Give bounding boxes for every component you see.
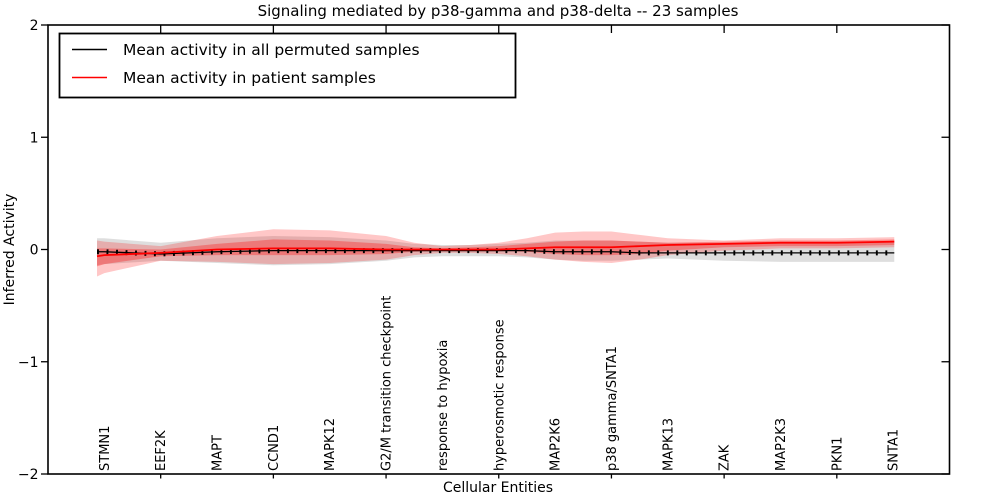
category-label: ZAK [718,444,733,471]
category-label: MAP2K3 [774,418,789,471]
x-axis-label: Cellular Entities [443,480,553,496]
legend-label-patient: Mean activity in patient samples [123,69,376,87]
category-label: EEF2K [154,430,169,471]
y-tick-label: −1 [18,355,39,371]
y-axis-label: Inferred Activity [2,194,18,306]
category-label: SNTA1 [887,429,902,471]
category-label: hyperosmotic response [492,319,507,471]
y-tick-label: 2 [30,18,39,34]
category-label: MAPK13 [661,418,676,471]
series-lines [96,240,895,258]
y-tick-label: 0 [30,243,39,259]
y-tick-label: −2 [18,467,39,483]
chart-title: Signaling mediated by p38-gamma and p38-… [258,2,739,20]
y-tick-label: 1 [30,130,39,146]
category-label: STMN1 [98,426,113,471]
y-tick-labels: 43210−1−2−3−4 [18,18,39,483]
category-label: MAPT [211,435,226,471]
category-label: MAP2K6 [549,418,564,471]
permuted-sample-markers [97,248,895,257]
axes-frame [47,24,951,475]
patient-band-outer [97,229,895,277]
category-label: G2/M transition checkpoint [380,296,395,471]
category-label: PKN1 [830,437,845,471]
category-label: response to hypoxia [436,340,451,471]
legend-box [58,32,517,99]
category-label: p38 gamma/SNTA1 [605,346,620,471]
x-category-labels: STMN1 EEF2K MAPT CCND1 MAPK12 G2/M transition… [98,296,902,471]
legend-label-permuted: Mean activity in all permuted samples [123,41,420,59]
legend-entry-patient: Mean activity in patient samples [72,69,376,87]
legend-entry-permuted: Mean activity in all permuted samples [72,41,420,59]
patient-band-inner [97,239,895,267]
category-label: MAPK12 [323,418,338,471]
legend: Mean activity in all permuted samples Me… [58,32,517,99]
patient-mean-line [96,240,895,258]
category-label: CCND1 [267,425,282,471]
